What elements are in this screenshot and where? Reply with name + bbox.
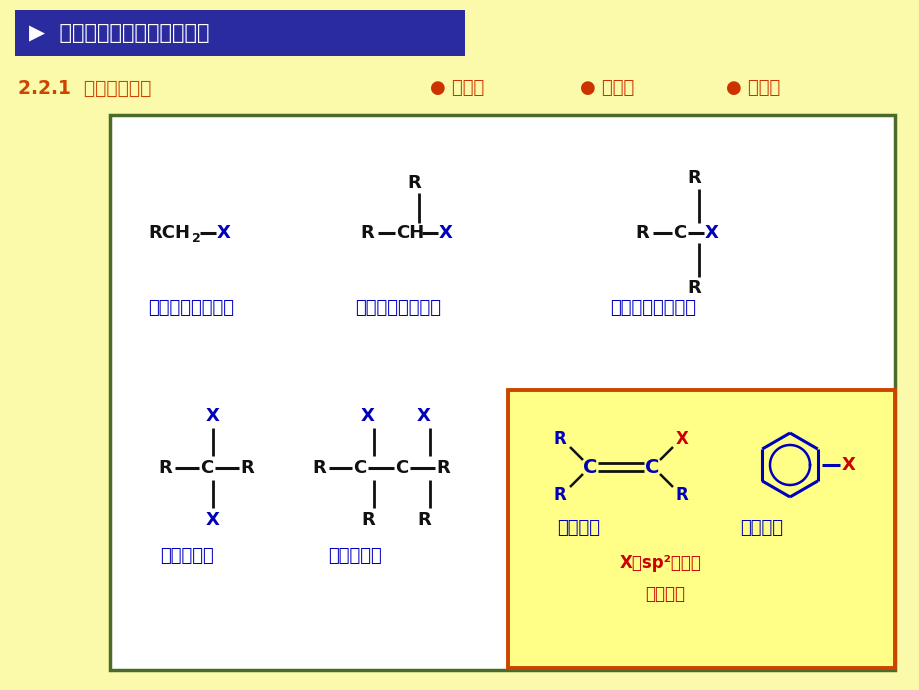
Text: 邻二卤代烃: 邻二卤代烃 xyxy=(328,547,381,565)
Text: 2.2.1  卤代烃的分类: 2.2.1 卤代烃的分类 xyxy=(18,79,152,97)
Text: 伯（一级）卤代烃: 伯（一级）卤代烃 xyxy=(148,299,233,317)
Text: 仲（二级）卤代烃: 仲（二级）卤代烃 xyxy=(355,299,440,317)
Text: X: X xyxy=(206,511,220,529)
Text: R: R xyxy=(407,174,420,192)
Text: X与sp²碳相连: X与sp²碳相连 xyxy=(619,554,701,572)
Text: X: X xyxy=(416,407,430,425)
Text: X: X xyxy=(206,407,220,425)
Text: R: R xyxy=(436,459,449,477)
Text: C: C xyxy=(353,459,366,477)
Text: C: C xyxy=(199,459,213,477)
FancyBboxPatch shape xyxy=(507,390,894,668)
Text: ▶  卤代烃的结构、反应和制法: ▶ 卤代烃的结构、反应和制法 xyxy=(29,23,210,43)
Text: R: R xyxy=(240,459,254,477)
Text: C: C xyxy=(673,224,686,242)
Text: 叔（三级）卤代烃: 叔（三级）卤代烃 xyxy=(609,299,696,317)
Text: X: X xyxy=(841,456,855,474)
FancyBboxPatch shape xyxy=(15,10,464,56)
Text: R: R xyxy=(675,486,687,504)
Text: ● 多卤代: ● 多卤代 xyxy=(725,79,779,97)
Text: X: X xyxy=(675,430,687,448)
Text: R: R xyxy=(686,169,700,187)
Text: CH: CH xyxy=(395,224,424,242)
Text: C: C xyxy=(582,457,596,477)
Text: 2: 2 xyxy=(192,232,200,244)
Text: 卤代烯烃: 卤代烯烃 xyxy=(556,519,599,537)
Text: R: R xyxy=(361,511,374,529)
Text: 偕二卤代烃: 偕二卤代烃 xyxy=(160,547,213,565)
Text: C: C xyxy=(394,459,408,477)
Text: C: C xyxy=(644,457,659,477)
Text: R: R xyxy=(634,224,648,242)
Text: RCH: RCH xyxy=(148,224,190,242)
FancyBboxPatch shape xyxy=(110,115,894,670)
Text: ● 一卤代: ● 一卤代 xyxy=(429,79,483,97)
Text: R: R xyxy=(416,511,430,529)
Text: R: R xyxy=(553,430,566,448)
Text: R: R xyxy=(686,279,700,297)
Text: R: R xyxy=(312,459,325,477)
Text: X: X xyxy=(704,224,718,242)
Text: 卤代芳烃: 卤代芳烃 xyxy=(739,519,782,537)
Text: R: R xyxy=(553,486,566,504)
Text: ● 二卤代: ● 二卤代 xyxy=(579,79,633,97)
Text: X: X xyxy=(360,407,375,425)
Text: R: R xyxy=(158,459,172,477)
Text: X: X xyxy=(217,224,231,242)
Text: 性质特殊: 性质特殊 xyxy=(644,585,685,603)
Text: R: R xyxy=(359,224,373,242)
Text: X: X xyxy=(438,224,452,242)
